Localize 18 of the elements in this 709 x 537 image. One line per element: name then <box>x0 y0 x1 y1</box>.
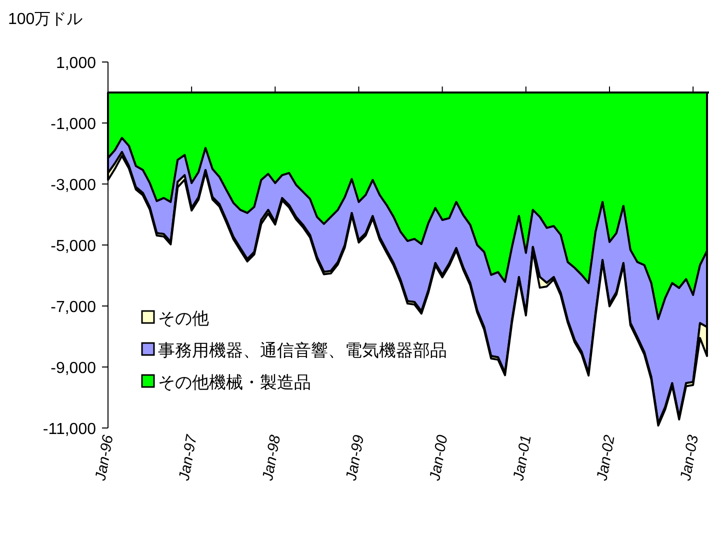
x-tick-label: Jan-00 <box>426 433 452 483</box>
x-tick-label: Jan-99 <box>342 433 368 483</box>
y-tick-label: -9,000 <box>50 360 96 377</box>
y-tick-label: -1,000 <box>50 116 96 133</box>
y-tick-label: -5,000 <box>50 238 96 255</box>
x-tick-label: Jan-02 <box>594 433 619 483</box>
legend-item: その他機械・製造品 <box>141 373 311 392</box>
y-axis-title: 100万ドル <box>8 11 83 28</box>
legend-label: その他 <box>158 309 209 328</box>
x-tick-label: Jan-03 <box>677 433 702 483</box>
y-tick-label: -7,000 <box>50 299 96 316</box>
x-tick-label: Jan-01 <box>510 434 535 483</box>
y-tick-label: 1,000 <box>56 55 96 72</box>
y-tick-label: -3,000 <box>50 177 96 194</box>
x-tick-label: Jan-97 <box>176 433 201 483</box>
legend-item: 事務用機器、通信音響、電気機器部品 <box>141 341 447 360</box>
legend-item: その他 <box>141 309 209 328</box>
x-tick-label: Jan-98 <box>259 433 284 483</box>
